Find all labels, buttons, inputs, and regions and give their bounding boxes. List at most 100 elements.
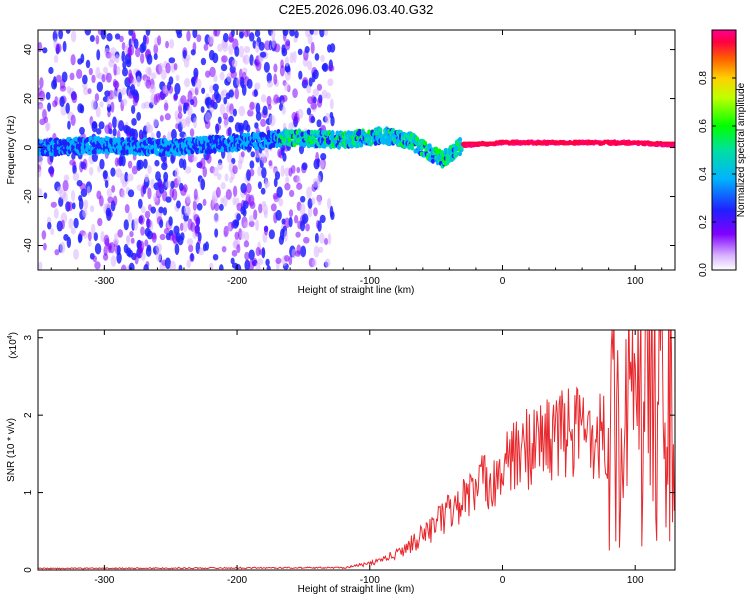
- spectrogram-noise-cell: [314, 232, 319, 243]
- spectrogram-noise-cell: [110, 101, 115, 113]
- spectrogram-noise-cell: [204, 97, 210, 106]
- spectrogram-noise-cell: [137, 159, 144, 170]
- spectrogram-noise-cell: [165, 62, 171, 74]
- spectrogram-noise-cell: [213, 89, 219, 100]
- spectrogram-noise-cell: [285, 176, 290, 185]
- spectrogram-noise-cell: [162, 85, 168, 94]
- spectrogram-noise-cell: [297, 48, 303, 56]
- spectrogram-noise-cell: [196, 203, 203, 211]
- spectrogram-noise-cell: [228, 89, 234, 98]
- spectrogram-ridge-cell: [415, 136, 420, 142]
- spectrogram-noise-cell: [147, 67, 152, 77]
- spectrogram-noise-cell: [204, 112, 212, 123]
- spectrogram-ridge-cell: [330, 130, 335, 137]
- spectrogram-noise-cell: [169, 39, 175, 49]
- spectrogram-noise-cell: [128, 262, 135, 270]
- spectrogram-noise-cell: [41, 230, 47, 240]
- spectrogram-noise-cell: [231, 30, 235, 37]
- spectrogram-noise-cell: [311, 258, 317, 267]
- spectrogram-noise-cell: [238, 45, 245, 58]
- spectrogram-y-tick-label: 0: [23, 144, 34, 150]
- spectrogram-noise-cell: [290, 165, 296, 174]
- spectrogram-noise-cell: [305, 223, 310, 232]
- spectrogram-noise-cell: [261, 167, 267, 179]
- spectrogram-noise-cell: [220, 64, 228, 72]
- spectrogram-noise-cell: [91, 120, 98, 133]
- spectrogram-noise-cell: [137, 198, 143, 209]
- spectrogram-noise-cell: [58, 196, 64, 207]
- spectrogram-noise-cell: [45, 91, 51, 100]
- spectrogram-ridge-cell: [357, 128, 362, 134]
- spectrogram-noise-cell: [306, 186, 312, 199]
- spectrogram-y-tick-label: 20: [23, 93, 34, 105]
- spectrogram-noise-cell: [38, 168, 42, 178]
- spectrogram-noise-cell: [327, 64, 335, 72]
- spectrogram-noise-cell: [276, 186, 283, 198]
- spectrogram-noise-cell: [42, 242, 47, 251]
- spectrogram-noise-cell: [209, 66, 216, 78]
- spectrogram-noise-cell: [273, 63, 278, 73]
- spectrogram-noise-cell: [79, 104, 85, 114]
- spectrogram-noise-cell: [114, 232, 118, 242]
- spectrogram-noise-cell: [215, 123, 220, 135]
- spectrogram-noise-cell: [135, 47, 141, 58]
- spectrogram-noise-cell: [165, 196, 172, 203]
- spectrogram-noise-cell: [302, 76, 309, 85]
- spectrogram-noise-cell: [125, 235, 131, 243]
- spectrogram-noise-cell: [133, 218, 139, 225]
- spectrogram-noise-cell: [157, 181, 165, 190]
- spectrogram-noise-cell: [43, 192, 48, 199]
- spectrogram-noise-cell: [186, 238, 194, 246]
- spectrogram-noise-cell: [110, 255, 117, 267]
- spectrogram-noise-cell: [307, 206, 313, 218]
- snr-series-line: [38, 330, 675, 570]
- spectrogram-noise-cell: [311, 197, 316, 205]
- spectrogram-noise-cell: [284, 217, 291, 229]
- spectrogram-noise-cell: [232, 196, 237, 206]
- spectrogram-noise-cell: [70, 54, 76, 66]
- spectrogram-noise-cell: [38, 104, 44, 111]
- spectrogram-noise-cell: [292, 88, 298, 99]
- spectrogram-noise-cell: [320, 54, 325, 63]
- spectrogram-noise-cell: [310, 115, 316, 124]
- spectrogram-noise-cell: [307, 60, 313, 71]
- spectrogram-noise-cell: [186, 30, 191, 42]
- spectrogram-noise-cell: [198, 247, 205, 256]
- snr-x-label: Height of straight line (km): [298, 584, 415, 595]
- spectrogram-noise-cell: [263, 61, 270, 73]
- spectrogram-noise-cell: [80, 188, 88, 197]
- spectrogram-noise-cell: [273, 43, 281, 53]
- snr-multiplier-close: ): [8, 332, 19, 335]
- snr-panel: -300 -200 -100 0 100 0 1 2 3 Height of straight…: [6, 329, 676, 595]
- spectrogram-noise-cell: [316, 97, 323, 108]
- spectrogram-noise-cell: [190, 253, 194, 262]
- spectrogram-ridge-cell: [368, 141, 373, 147]
- spectrogram-noise-cell: [160, 69, 167, 80]
- colorbar-tick-label: 0.0: [698, 263, 709, 277]
- spectrogram-noise-cell: [266, 95, 272, 107]
- spectrogram-noise-cell: [243, 54, 250, 65]
- spectrogram-ridge-cell: [187, 150, 192, 156]
- spectrogram-noise-cell: [246, 30, 251, 37]
- spectrogram-x-label: Height of straight line (km): [298, 285, 415, 296]
- spectrogram-noise-cell: [288, 216, 293, 228]
- spectrogram-noise-cell: [159, 219, 164, 228]
- spectrogram-noise-cell: [266, 72, 272, 84]
- spectrogram-noise-cell: [106, 33, 113, 42]
- spectrogram-ridge-cell: [430, 158, 435, 164]
- spectrogram-noise-cell: [168, 216, 173, 226]
- spectrogram-noise-cell: [82, 232, 89, 239]
- spectrogram-noise-cell: [95, 106, 101, 118]
- spectrogram-noise-cell: [244, 259, 251, 270]
- spectrogram-noise-cell: [146, 124, 154, 134]
- spectrogram-x-tick-label: 0: [500, 276, 506, 287]
- spectrogram-y-tick-label: -20: [23, 189, 34, 204]
- spectrogram-noise-cell: [144, 210, 151, 219]
- spectrogram-noise-cell: [200, 106, 205, 113]
- spectrogram-noise-cell: [284, 70, 291, 81]
- spectrogram-noise-cell: [308, 77, 313, 87]
- spectrogram-noise-cell: [94, 243, 102, 255]
- spectrogram-noise-cell: [255, 111, 262, 121]
- spectrogram-noise-cell: [105, 72, 112, 83]
- spectrogram-noise-cell: [136, 75, 141, 88]
